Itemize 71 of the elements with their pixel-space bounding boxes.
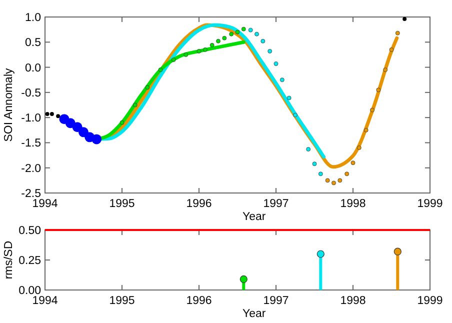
y-tick-label: 0.5	[25, 37, 41, 50]
y-tick-label: 0.0	[25, 62, 41, 74]
point	[158, 68, 163, 72]
point	[356, 146, 362, 150]
x-tick-label: 1996	[186, 198, 212, 210]
point	[318, 172, 323, 176]
point	[248, 28, 253, 32]
x-axis-title: Year	[242, 211, 266, 223]
point	[274, 62, 278, 66]
point	[50, 112, 54, 116]
point	[389, 47, 394, 52]
point	[196, 48, 202, 54]
point	[316, 250, 324, 258]
x-tick-label: 1999	[417, 295, 443, 307]
y-tick-label: -0.5	[21, 87, 41, 100]
point	[325, 178, 330, 183]
y-tick-label: -2.5	[21, 188, 41, 200]
x-tick-label: 1996	[186, 295, 212, 307]
point	[344, 172, 350, 176]
point	[254, 32, 259, 36]
point	[202, 47, 208, 52]
point	[229, 32, 234, 36]
y-tick-label: 1.0	[25, 12, 41, 24]
point	[145, 85, 150, 90]
point	[268, 48, 272, 54]
x-tick-label: 1994	[32, 295, 58, 307]
point	[132, 102, 138, 108]
point	[370, 108, 374, 112]
point	[395, 30, 400, 36]
x-axis-title: Year	[242, 308, 266, 320]
point	[394, 248, 402, 256]
point	[338, 178, 342, 183]
y-tick-label: 0.50	[18, 225, 41, 237]
point	[216, 38, 220, 44]
point	[222, 36, 227, 40]
point	[364, 128, 368, 132]
point	[280, 78, 284, 82]
point	[260, 38, 266, 44]
y-axis-title: rms/SD	[3, 240, 15, 280]
y-axis-title: SOI Annomaly	[3, 68, 15, 142]
point	[235, 30, 240, 34]
point	[312, 162, 317, 166]
y-tick-label: -1.5	[21, 138, 41, 150]
point	[383, 68, 388, 72]
x-tick-label: 1998	[340, 295, 366, 307]
y-tick-label: -1.0	[21, 112, 41, 125]
point	[286, 96, 292, 100]
point	[332, 180, 336, 186]
x-tick-label: 1995	[109, 198, 135, 210]
point	[306, 147, 311, 152]
point	[184, 52, 188, 57]
point	[241, 26, 246, 32]
point	[293, 112, 298, 118]
point	[171, 58, 176, 62]
x-tick-label: 1997	[263, 295, 289, 307]
point	[45, 112, 50, 116]
point	[402, 17, 407, 22]
y-tick-label: 0.00	[18, 285, 41, 297]
x-tick-label: 1995	[109, 295, 135, 307]
point	[120, 120, 124, 125]
y-tick-label: -2.0	[21, 162, 41, 175]
x-tick-label: 1997	[263, 198, 289, 210]
point	[350, 160, 356, 166]
point	[376, 88, 381, 92]
y-tick-label: 0.25	[18, 255, 41, 267]
point	[56, 114, 60, 118]
x-tick-label: 1998	[340, 198, 366, 210]
point	[210, 42, 214, 48]
x-tick-label: 1999	[417, 198, 443, 210]
point	[240, 275, 248, 283]
x-tick-label: 1994	[32, 198, 58, 210]
